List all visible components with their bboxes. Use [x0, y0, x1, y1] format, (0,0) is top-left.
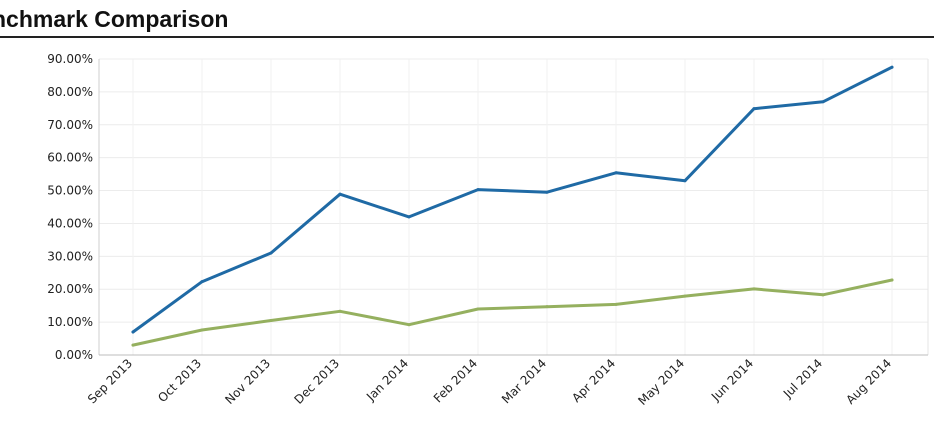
x-tick-label: Dec 2013 — [292, 356, 343, 407]
data-point-series-2 — [821, 293, 825, 297]
data-point-series-1 — [338, 192, 342, 196]
data-point-series-1 — [269, 251, 273, 255]
data-point-series-2 — [407, 323, 411, 327]
data-point-series-1 — [614, 171, 618, 175]
x-tick-label: Sep 2013 — [85, 356, 135, 406]
data-point-series-1 — [200, 280, 204, 284]
series-layer — [131, 65, 894, 347]
chart-title: nchmark Comparison — [0, 4, 945, 36]
y-tick-label: 60.00% — [47, 151, 93, 165]
data-point-series-2 — [269, 318, 273, 322]
data-point-series-1 — [752, 107, 756, 111]
x-tick-label: Jan 2014 — [363, 356, 411, 404]
y-tick-label: 40.00% — [47, 216, 93, 230]
data-point-series-2 — [752, 287, 756, 291]
y-tick-label: 70.00% — [47, 118, 93, 132]
y-tick-label: 30.00% — [47, 249, 93, 263]
x-tick-label: Jul 2014 — [780, 356, 825, 401]
data-point-series-2 — [476, 307, 480, 311]
grid — [99, 58, 929, 355]
data-point-series-1 — [890, 65, 894, 69]
y-tick-label: 80.00% — [47, 85, 93, 99]
x-tick-label: Aug 2014 — [843, 356, 894, 407]
x-tick-label: Apr 2014 — [569, 356, 618, 405]
x-tick-label: Feb 2014 — [431, 356, 480, 405]
y-tick-label: 10.00% — [47, 315, 93, 329]
y-tick-label: 50.00% — [47, 184, 93, 198]
data-point-series-2 — [614, 302, 618, 306]
y-tick-label: 20.00% — [47, 282, 93, 296]
data-point-series-2 — [683, 294, 687, 298]
y-tick-label: 90.00% — [47, 52, 93, 66]
x-tick-label: Oct 2013 — [155, 356, 204, 405]
data-point-series-2 — [200, 328, 204, 332]
series-line-2 — [131, 278, 894, 347]
data-point-series-1 — [131, 330, 135, 334]
data-point-series-1 — [545, 190, 549, 194]
x-tick-label: May 2014 — [635, 356, 687, 408]
data-point-series-1 — [683, 179, 687, 183]
data-point-series-2 — [545, 305, 549, 309]
data-point-series-1 — [821, 100, 825, 104]
data-point-series-2 — [131, 343, 135, 347]
series-line-1 — [131, 65, 894, 334]
x-tick-label: Mar 2014 — [499, 356, 549, 406]
data-point-series-1 — [407, 215, 411, 219]
chart-title-text: nchmark Comparison — [0, 6, 229, 32]
x-tick-label: Jun 2014 — [708, 356, 756, 404]
y-tick-label: 0.00% — [55, 348, 93, 362]
x-tick-label: Nov 2013 — [222, 356, 273, 407]
data-point-series-1 — [476, 188, 480, 192]
title-divider — [0, 36, 934, 38]
data-point-series-2 — [338, 309, 342, 313]
data-point-series-2 — [890, 278, 894, 282]
